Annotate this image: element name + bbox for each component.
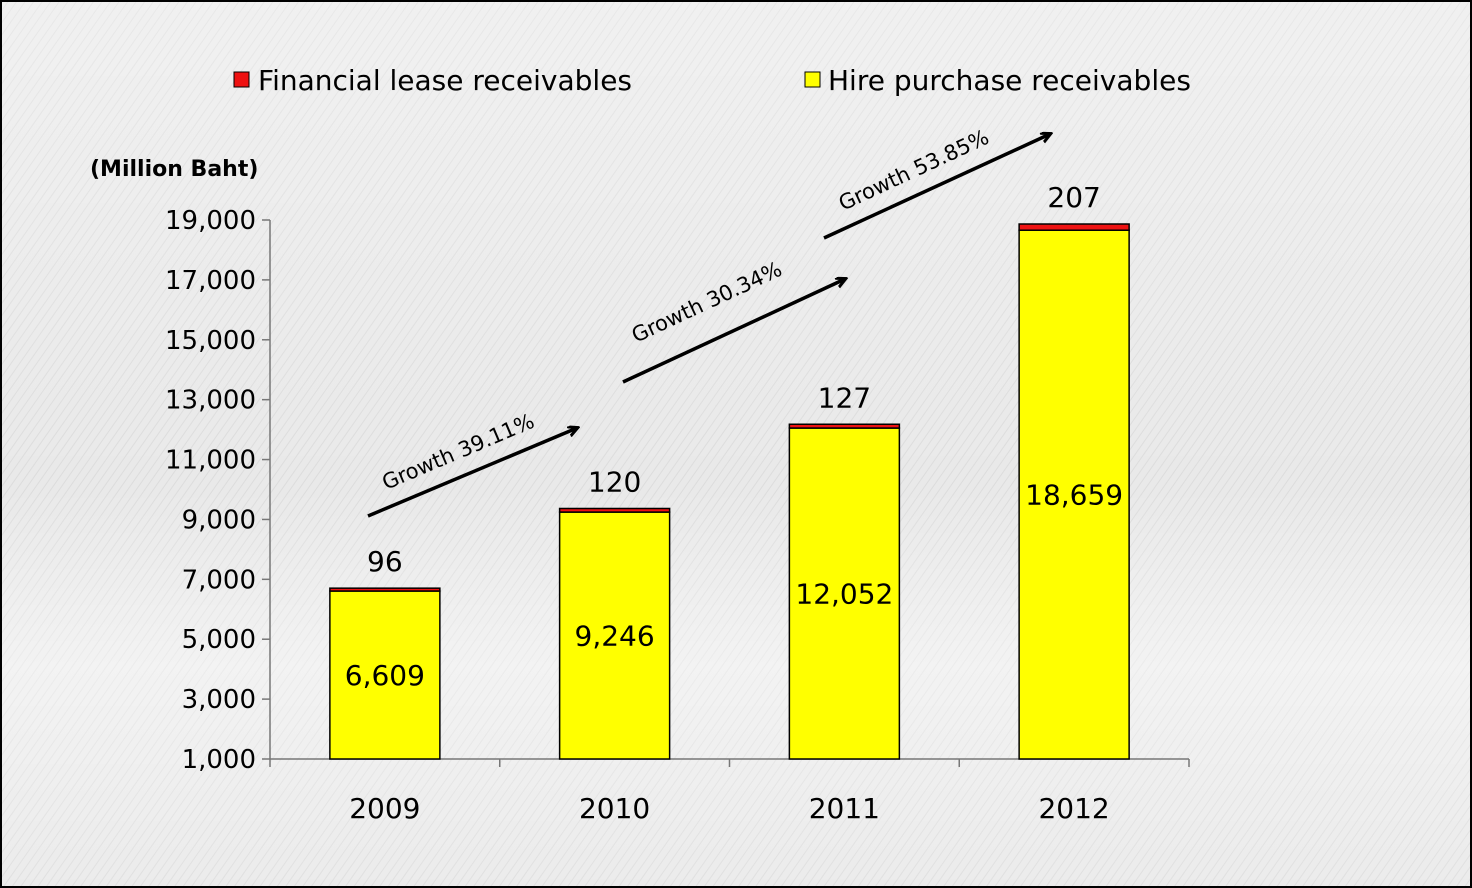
legend-label-hire-purchase: Hire purchase receivables <box>828 64 1191 97</box>
y-tick-label: 11,000 <box>165 446 256 476</box>
x-tick-label: 2010 <box>579 792 650 825</box>
y-axis-ticks: 1,000 3,000 5,000 7,000 9,000 11,000 13,000 15,… <box>165 206 270 775</box>
y-tick-label: 13,000 <box>165 386 256 416</box>
data-label-financial-lease: 127 <box>818 381 871 414</box>
legend: Financial lease receivables Hire purchas… <box>233 64 1191 97</box>
legend-label-financial-lease: Financial lease receivables <box>258 64 632 97</box>
data-label-financial-lease: 207 <box>1047 181 1100 214</box>
x-tick-label: 2012 <box>1038 792 1109 825</box>
bars: 6,609 96 9,246 120 12,052 127 18,659 207 <box>329 181 1130 760</box>
bar-financial-lease <box>788 423 901 429</box>
data-label-financial-lease: 120 <box>588 465 641 498</box>
data-label-hire-purchase: 18,659 <box>1025 479 1123 512</box>
y-axis-unit-label: (Million Baht) <box>90 157 258 182</box>
data-label-financial-lease: 96 <box>367 545 403 578</box>
y-tick-label: 7,000 <box>182 565 256 595</box>
y-tick-label: 19,000 <box>165 206 256 236</box>
y-tick-label: 3,000 <box>182 685 256 715</box>
bar-hire-purchase <box>558 511 671 760</box>
x-tick-label: 2011 <box>809 792 880 825</box>
growth-arrow-2012 <box>823 134 1050 240</box>
legend-swatch-financial-lease <box>233 71 250 88</box>
bar-hire-purchase <box>1018 229 1130 760</box>
y-tick-label: 1,000 <box>182 745 256 775</box>
data-label-hire-purchase: 12,052 <box>795 578 893 611</box>
growth-arrow-2011 <box>622 279 845 384</box>
y-tick-label: 5,000 <box>182 625 256 655</box>
bar-financial-lease <box>558 507 671 513</box>
y-tick-label: 9,000 <box>182 505 256 535</box>
bar-hire-purchase <box>788 427 901 760</box>
data-label-hire-purchase: 6,609 <box>345 659 425 692</box>
bar-financial-lease <box>329 587 441 592</box>
growth-arrow-2010 <box>367 428 577 518</box>
legend-swatch-hire-purchase <box>804 71 821 88</box>
x-axis-ticks: 2009 2010 2011 2012 <box>269 759 1190 825</box>
y-tick-label: 15,000 <box>165 326 256 356</box>
data-label-hire-purchase: 9,246 <box>575 620 655 653</box>
bar-financial-lease <box>1018 223 1130 231</box>
x-tick-label: 2009 <box>349 792 420 825</box>
y-tick-label: 17,000 <box>165 266 256 296</box>
bar-hire-purchase <box>329 590 441 760</box>
